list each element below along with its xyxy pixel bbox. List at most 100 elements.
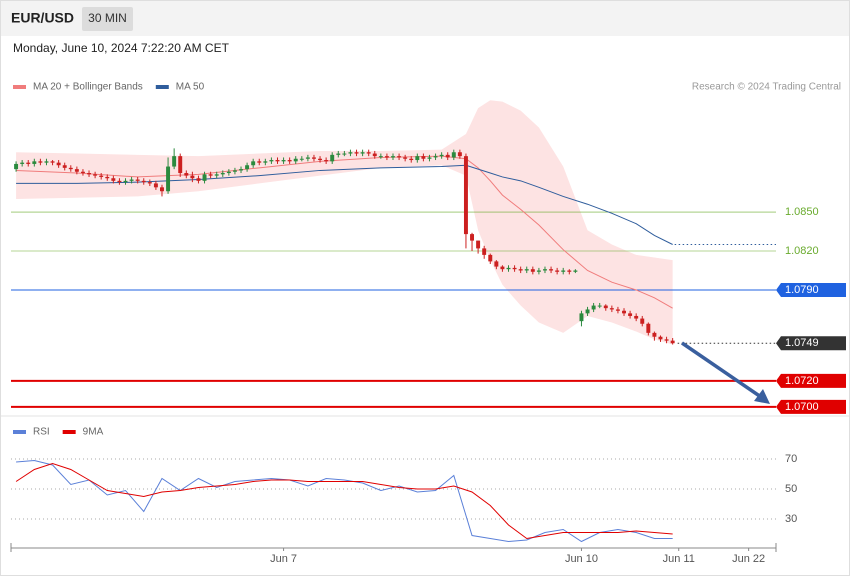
candle-body	[372, 153, 377, 157]
candle-body	[305, 157, 310, 159]
candle-body	[585, 309, 590, 314]
candle-body	[384, 156, 389, 158]
candle-body	[622, 310, 626, 314]
candle-body	[354, 152, 359, 154]
candle-body	[591, 305, 596, 310]
datetime: Monday, June 10, 2024 7:22:20 AM CET	[13, 41, 230, 55]
candle-body	[99, 175, 104, 177]
candle-body	[62, 165, 67, 168]
candle-body	[409, 158, 414, 161]
candle-body	[105, 176, 110, 179]
x-tick-label: Jun 7	[270, 553, 297, 565]
candle-body	[415, 156, 420, 161]
legend-label: RSI	[33, 427, 50, 438]
candle-body	[263, 161, 268, 163]
candle-body	[220, 173, 225, 175]
candle-body	[524, 269, 529, 271]
ma-line	[16, 164, 673, 245]
candle-body	[500, 266, 505, 270]
candle-body	[172, 156, 177, 167]
candle-body	[141, 180, 146, 183]
candle-body	[664, 339, 669, 341]
candle-body	[239, 169, 243, 171]
candle-body	[530, 269, 535, 272]
level-tag	[776, 282, 846, 297]
y-tick-label: 70	[785, 453, 797, 465]
candle-body	[603, 305, 608, 309]
candle-body	[269, 160, 274, 162]
candle-body	[293, 158, 298, 162]
candle-body	[536, 270, 541, 272]
candle-body	[214, 174, 219, 176]
candle-body	[543, 269, 547, 271]
candle-body	[281, 160, 286, 162]
rsi-panel: RSI 9MA 30 50 70 Jun 7 Jun 10 Jun 11 Jun 22	[10, 427, 797, 565]
candle-body	[196, 178, 201, 181]
candle-body	[117, 180, 122, 183]
candle-body	[330, 154, 335, 162]
candle-body	[421, 156, 426, 159]
candle-body	[87, 173, 92, 175]
candle-body	[433, 156, 438, 158]
x-tick-label: Jun 10	[565, 553, 598, 565]
y-tick-label: 30	[785, 513, 797, 525]
candle-body	[628, 313, 633, 316]
candle-body	[670, 340, 675, 344]
candle-body	[111, 178, 116, 181]
legend-label: MA 50	[176, 82, 205, 93]
forecast-arrow	[681, 341, 762, 399]
candle-body	[166, 166, 171, 192]
candle-body	[476, 240, 481, 249]
level-tag	[776, 336, 846, 351]
candle-body	[44, 161, 49, 163]
candle-body	[463, 156, 468, 235]
candle-body	[318, 158, 323, 161]
candle-body	[488, 254, 493, 262]
price-panel: MA 20 + Bollinger Bands MA 50 1.0850 1.0820…	[11, 82, 846, 414]
candle-body	[397, 156, 402, 158]
candle-body	[20, 162, 25, 164]
candle-body	[202, 174, 207, 181]
header-bar	[1, 1, 849, 36]
candle-body	[652, 332, 657, 337]
candle-body	[153, 183, 158, 188]
candle-body	[555, 270, 560, 272]
candle-body	[184, 173, 189, 176]
candle-body	[135, 179, 140, 181]
candle-body	[208, 174, 213, 176]
candle-body	[658, 336, 663, 340]
candle-body	[129, 179, 134, 181]
level-label: 1.0790	[785, 284, 819, 296]
interval-badge	[82, 7, 133, 31]
candle-body	[445, 154, 450, 158]
candle-body	[451, 152, 456, 158]
candle-body	[549, 269, 554, 271]
candle-body	[518, 269, 523, 271]
legend-swatch	[62, 430, 76, 434]
candle-body	[251, 161, 256, 166]
candle-body	[360, 152, 365, 154]
candle-body	[226, 171, 231, 174]
level-label: 1.0720	[785, 375, 819, 387]
candle-body	[457, 152, 462, 157]
candle-body	[573, 270, 578, 272]
level-label: 1.0749	[785, 337, 819, 349]
level-label: 1.0850	[785, 206, 819, 218]
level-label: 1.0700	[785, 401, 819, 413]
candle-body	[609, 308, 614, 310]
candle-body	[311, 157, 316, 159]
candle-body	[427, 157, 432, 159]
candle-body	[366, 152, 371, 154]
candle-body	[391, 156, 395, 158]
level-label: 1.0820	[785, 245, 819, 257]
legend-swatch	[13, 85, 26, 89]
candle-body	[93, 174, 98, 176]
candle-body	[56, 162, 61, 166]
candle-body	[80, 171, 85, 174]
candle-body	[615, 309, 620, 311]
indicator-line	[16, 459, 673, 543]
candle-body	[147, 182, 152, 184]
candle-body	[257, 161, 262, 163]
